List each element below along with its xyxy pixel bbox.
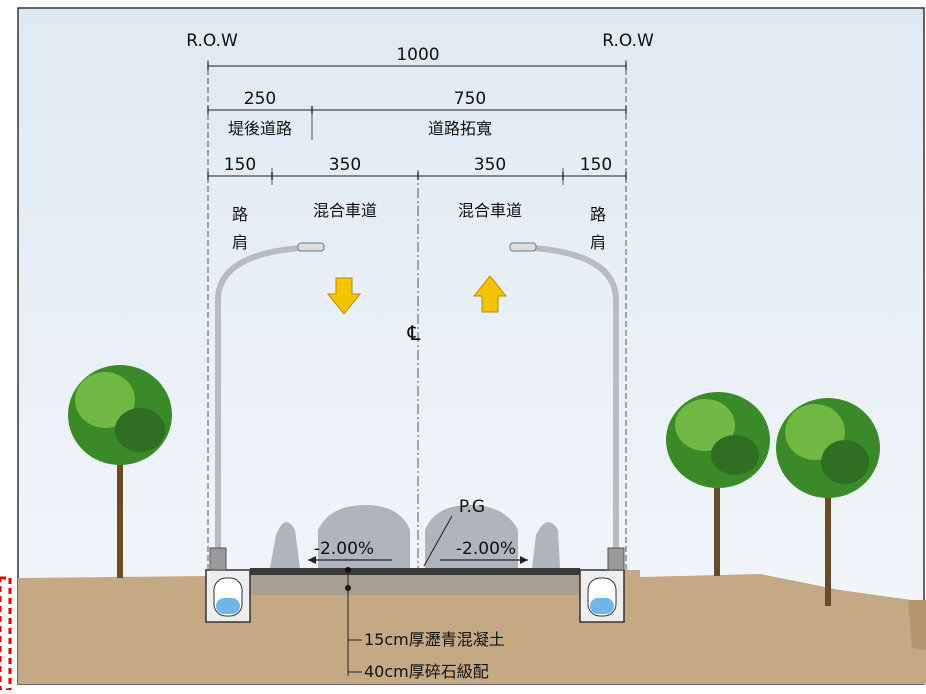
asphalt-layer <box>250 568 580 575</box>
row-right-label: R.O.W <box>602 31 654 51</box>
right-drain <box>579 569 625 623</box>
tree-right-1 <box>666 392 770 576</box>
shoulder-left-width: 150 <box>224 155 256 175</box>
slope-left-label: -2.00% <box>314 539 374 559</box>
motorcycle-left <box>270 522 300 568</box>
mixed-left-label: 混合車道 <box>313 201 377 220</box>
motorcycle-right <box>532 522 560 568</box>
arrow-up-icon <box>472 275 508 313</box>
vehicles <box>270 505 560 568</box>
gravel-layer <box>250 575 580 595</box>
car-left <box>318 505 410 568</box>
shoulder-right-width: 150 <box>580 155 612 175</box>
centerline-symbol: ℄ <box>407 321 421 345</box>
pg-label: P.G <box>459 497 485 517</box>
mixed-right-width: 350 <box>474 155 506 175</box>
tree-left <box>68 365 172 578</box>
widening-width-label: 750 <box>454 89 486 109</box>
mixed-right-label: 混合車道 <box>458 201 522 220</box>
right-light-pole <box>509 242 625 571</box>
arrow-down-icon <box>326 277 362 315</box>
pg-leader <box>423 515 453 567</box>
car-right <box>425 505 518 568</box>
pavement-layer2-label: 40cm厚碎石級配 <box>364 662 489 681</box>
tree-right-2 <box>776 398 880 606</box>
mixed-left-width: 350 <box>329 155 361 175</box>
total-width-label: 1000 <box>396 45 439 65</box>
road-widening-label: 道路拓寬 <box>428 119 492 138</box>
shoulder-right-char2: 肩 <box>590 233 606 252</box>
red-edge-marker <box>0 576 12 692</box>
shoulder-right-char1: 路 <box>590 205 606 224</box>
row-left-label: R.O.W <box>186 31 238 51</box>
slope-right-label: -2.00% <box>456 539 516 559</box>
slope-arrowhead-left <box>308 556 316 564</box>
left-light-pole <box>209 242 325 571</box>
ground-edge <box>908 600 926 650</box>
shoulder-left-char2: 肩 <box>232 233 248 252</box>
shoulder-left-char1: 路 <box>232 205 248 224</box>
left-drain <box>205 569 251 623</box>
embankment-width-label: 250 <box>244 89 276 109</box>
slope-arrowhead-right <box>520 556 528 564</box>
pavement-layer1-label: 15cm厚瀝青混凝土 <box>364 630 505 649</box>
embankment-road-label: 堤後道路 <box>228 119 292 138</box>
